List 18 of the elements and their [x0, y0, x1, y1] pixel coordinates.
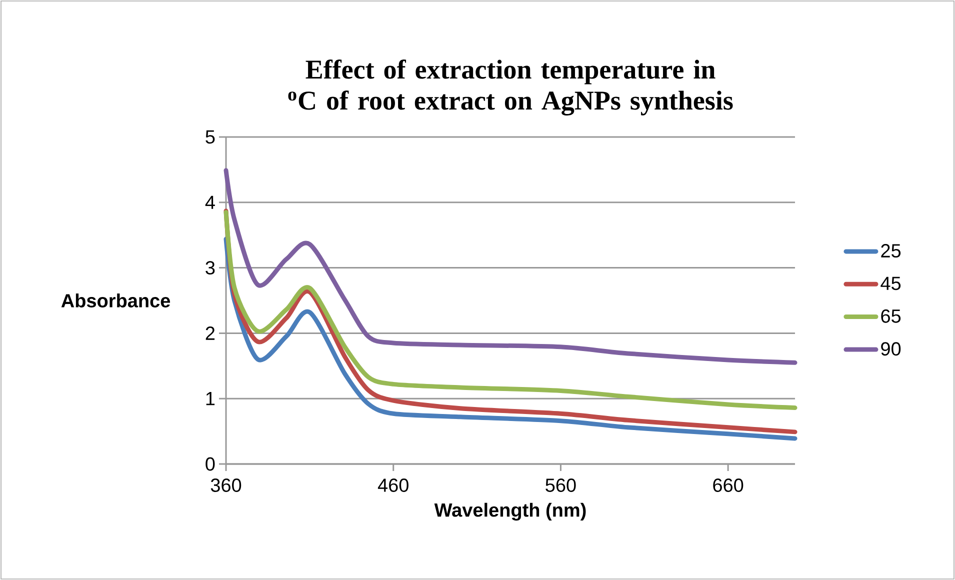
y-axis-title: Absorbance — [61, 294, 170, 308]
y-tick-label: 1 — [206, 392, 215, 406]
x-tick-label: 560 — [546, 478, 576, 492]
chart-title: Effect of extraction temperature in $^{o}$C of root extract on AgNPs synthesis — [288, 59, 733, 116]
x-tick-label: 460 — [378, 478, 408, 492]
y-tick-label: 3 — [206, 261, 215, 275]
legend-label: 65 — [881, 309, 901, 323]
y-tick-label: 5 — [206, 130, 215, 144]
x-tick-label: 360 — [210, 478, 242, 492]
legend-label: 25 — [881, 244, 901, 258]
y-tick-label: 0 — [206, 457, 215, 471]
x-tick-label: 660 — [713, 478, 744, 492]
legend-label: 90 — [881, 342, 901, 356]
line-series — [224, 168, 798, 365]
y-tick-label: 2 — [206, 326, 215, 340]
y-tick-label: 4 — [205, 196, 215, 209]
x-axis-title: Wavelength (nm) — [434, 502, 586, 521]
legend-label: 45 — [880, 276, 901, 290]
